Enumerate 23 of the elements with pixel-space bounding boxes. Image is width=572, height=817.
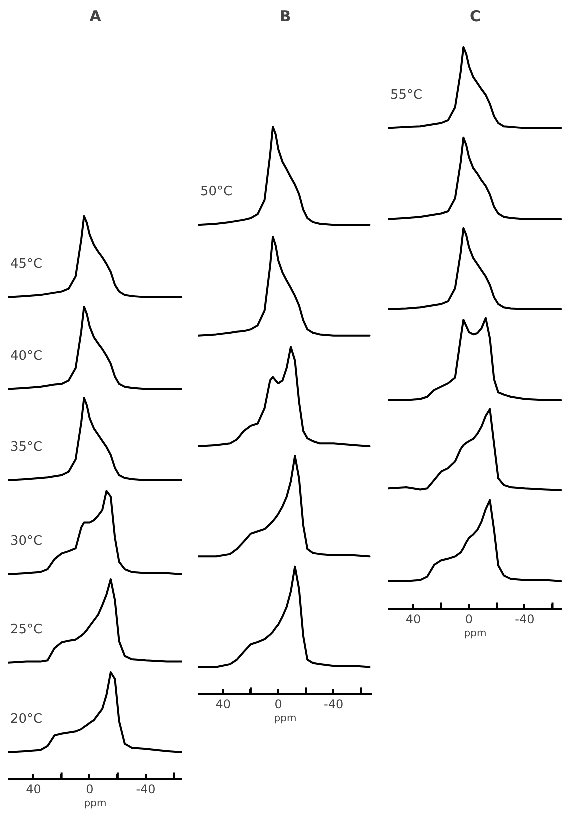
series-label: 45°C [10,257,43,272]
series-label: 25°C [10,622,43,638]
x-axis-title: ppm [464,628,487,640]
x-tick-label: 0 [465,612,474,626]
x-tick-label: -40 [136,782,156,796]
series-label: 40°C [10,348,43,364]
series-label: 55°C [390,88,423,104]
series-label: 20°C [10,712,43,728]
x-tick-label: 0 [274,698,282,712]
x-axis-title: ppm [84,798,107,810]
x-tick-label: -40 [324,698,344,712]
chart-title: C [470,8,482,26]
chart-title: A [90,8,102,26]
x-tick-label: -40 [515,612,535,626]
x-tick-label: 40 [216,698,232,712]
chart-title: B [280,8,292,26]
series-label: 50°C [200,184,233,200]
series-label: 35°C [10,440,43,456]
x-tick-label: 40 [26,782,42,796]
x-tick-label: 40 [406,612,422,626]
x-axis-title: ppm [274,714,297,724]
x-tick-label: 0 [86,782,94,796]
series-label: 30°C [10,534,43,550]
